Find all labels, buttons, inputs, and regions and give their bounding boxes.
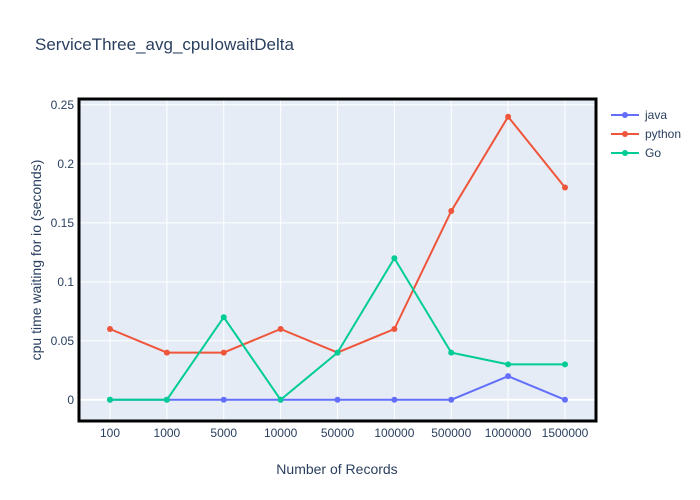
data-point-go xyxy=(391,255,398,262)
y-tick-label: 0.2 xyxy=(57,157,74,171)
data-point-java xyxy=(505,373,512,380)
x-tick-label: 100000 xyxy=(374,426,414,440)
y-tick-label: 0 xyxy=(67,393,74,407)
legend: java python Go xyxy=(611,108,681,160)
legend-item-java[interactable]: java xyxy=(611,108,667,122)
data-point-go xyxy=(448,349,455,356)
legend-label: java xyxy=(644,108,667,122)
x-tick-label: 1500000 xyxy=(542,426,589,440)
data-point-python xyxy=(562,184,568,191)
x-tick-label: 1000 xyxy=(154,426,181,440)
chart-title: ServiceThree_avg_cpuIowaitDelta xyxy=(35,35,294,54)
x-tick-label: 100 xyxy=(100,426,120,440)
x-tick-label: 10000 xyxy=(264,426,298,440)
data-point-python xyxy=(107,326,113,332)
data-point-python xyxy=(163,349,170,356)
legend-marker xyxy=(622,150,628,156)
legend-label: Go xyxy=(645,146,661,160)
data-point-go xyxy=(334,349,341,356)
plot-frame xyxy=(77,97,598,423)
x-axis-title: Number of Records xyxy=(276,461,397,477)
data-point-go xyxy=(163,396,170,403)
data-point-go xyxy=(220,314,227,321)
data-point-python xyxy=(220,349,227,356)
data-point-java xyxy=(391,396,398,403)
data-point-go xyxy=(505,361,512,368)
y-tick-label: 0.15 xyxy=(51,216,75,230)
data-point-python xyxy=(505,113,512,120)
series-layer xyxy=(107,113,568,403)
data-point-python xyxy=(448,208,455,215)
x-tick-label: 1000000 xyxy=(485,426,532,440)
data-point-go xyxy=(107,396,113,403)
x-tick-labels: 100 1000 5000 10000 50000 100000 500000 1000000… xyxy=(100,426,589,440)
y-tick-label: 0.25 xyxy=(51,98,75,112)
data-point-java xyxy=(220,396,227,403)
data-point-java xyxy=(334,396,341,403)
y-axis-title: cpu time waiting for io (seconds) xyxy=(28,160,44,361)
y-tick-label: 0.05 xyxy=(51,334,75,348)
legend-marker xyxy=(622,112,628,118)
legend-marker xyxy=(622,131,628,137)
data-point-java xyxy=(562,396,568,403)
x-tick-label: 50000 xyxy=(321,426,355,440)
data-point-go xyxy=(277,396,284,403)
x-tick-label: 500000 xyxy=(431,426,471,440)
data-point-go xyxy=(562,361,568,368)
data-point-python xyxy=(277,326,284,332)
y-tick-labels: 0 0.05 0.1 0.15 0.2 0.25 xyxy=(51,98,75,407)
legend-item-python[interactable]: python xyxy=(611,127,681,141)
data-point-python xyxy=(391,326,398,332)
legend-label: python xyxy=(645,127,681,141)
series-go xyxy=(107,255,568,403)
x-tick-label: 5000 xyxy=(210,426,237,440)
y-tick-label: 0.1 xyxy=(57,275,74,289)
legend-item-go[interactable]: Go xyxy=(611,146,661,160)
data-point-java xyxy=(448,396,455,403)
